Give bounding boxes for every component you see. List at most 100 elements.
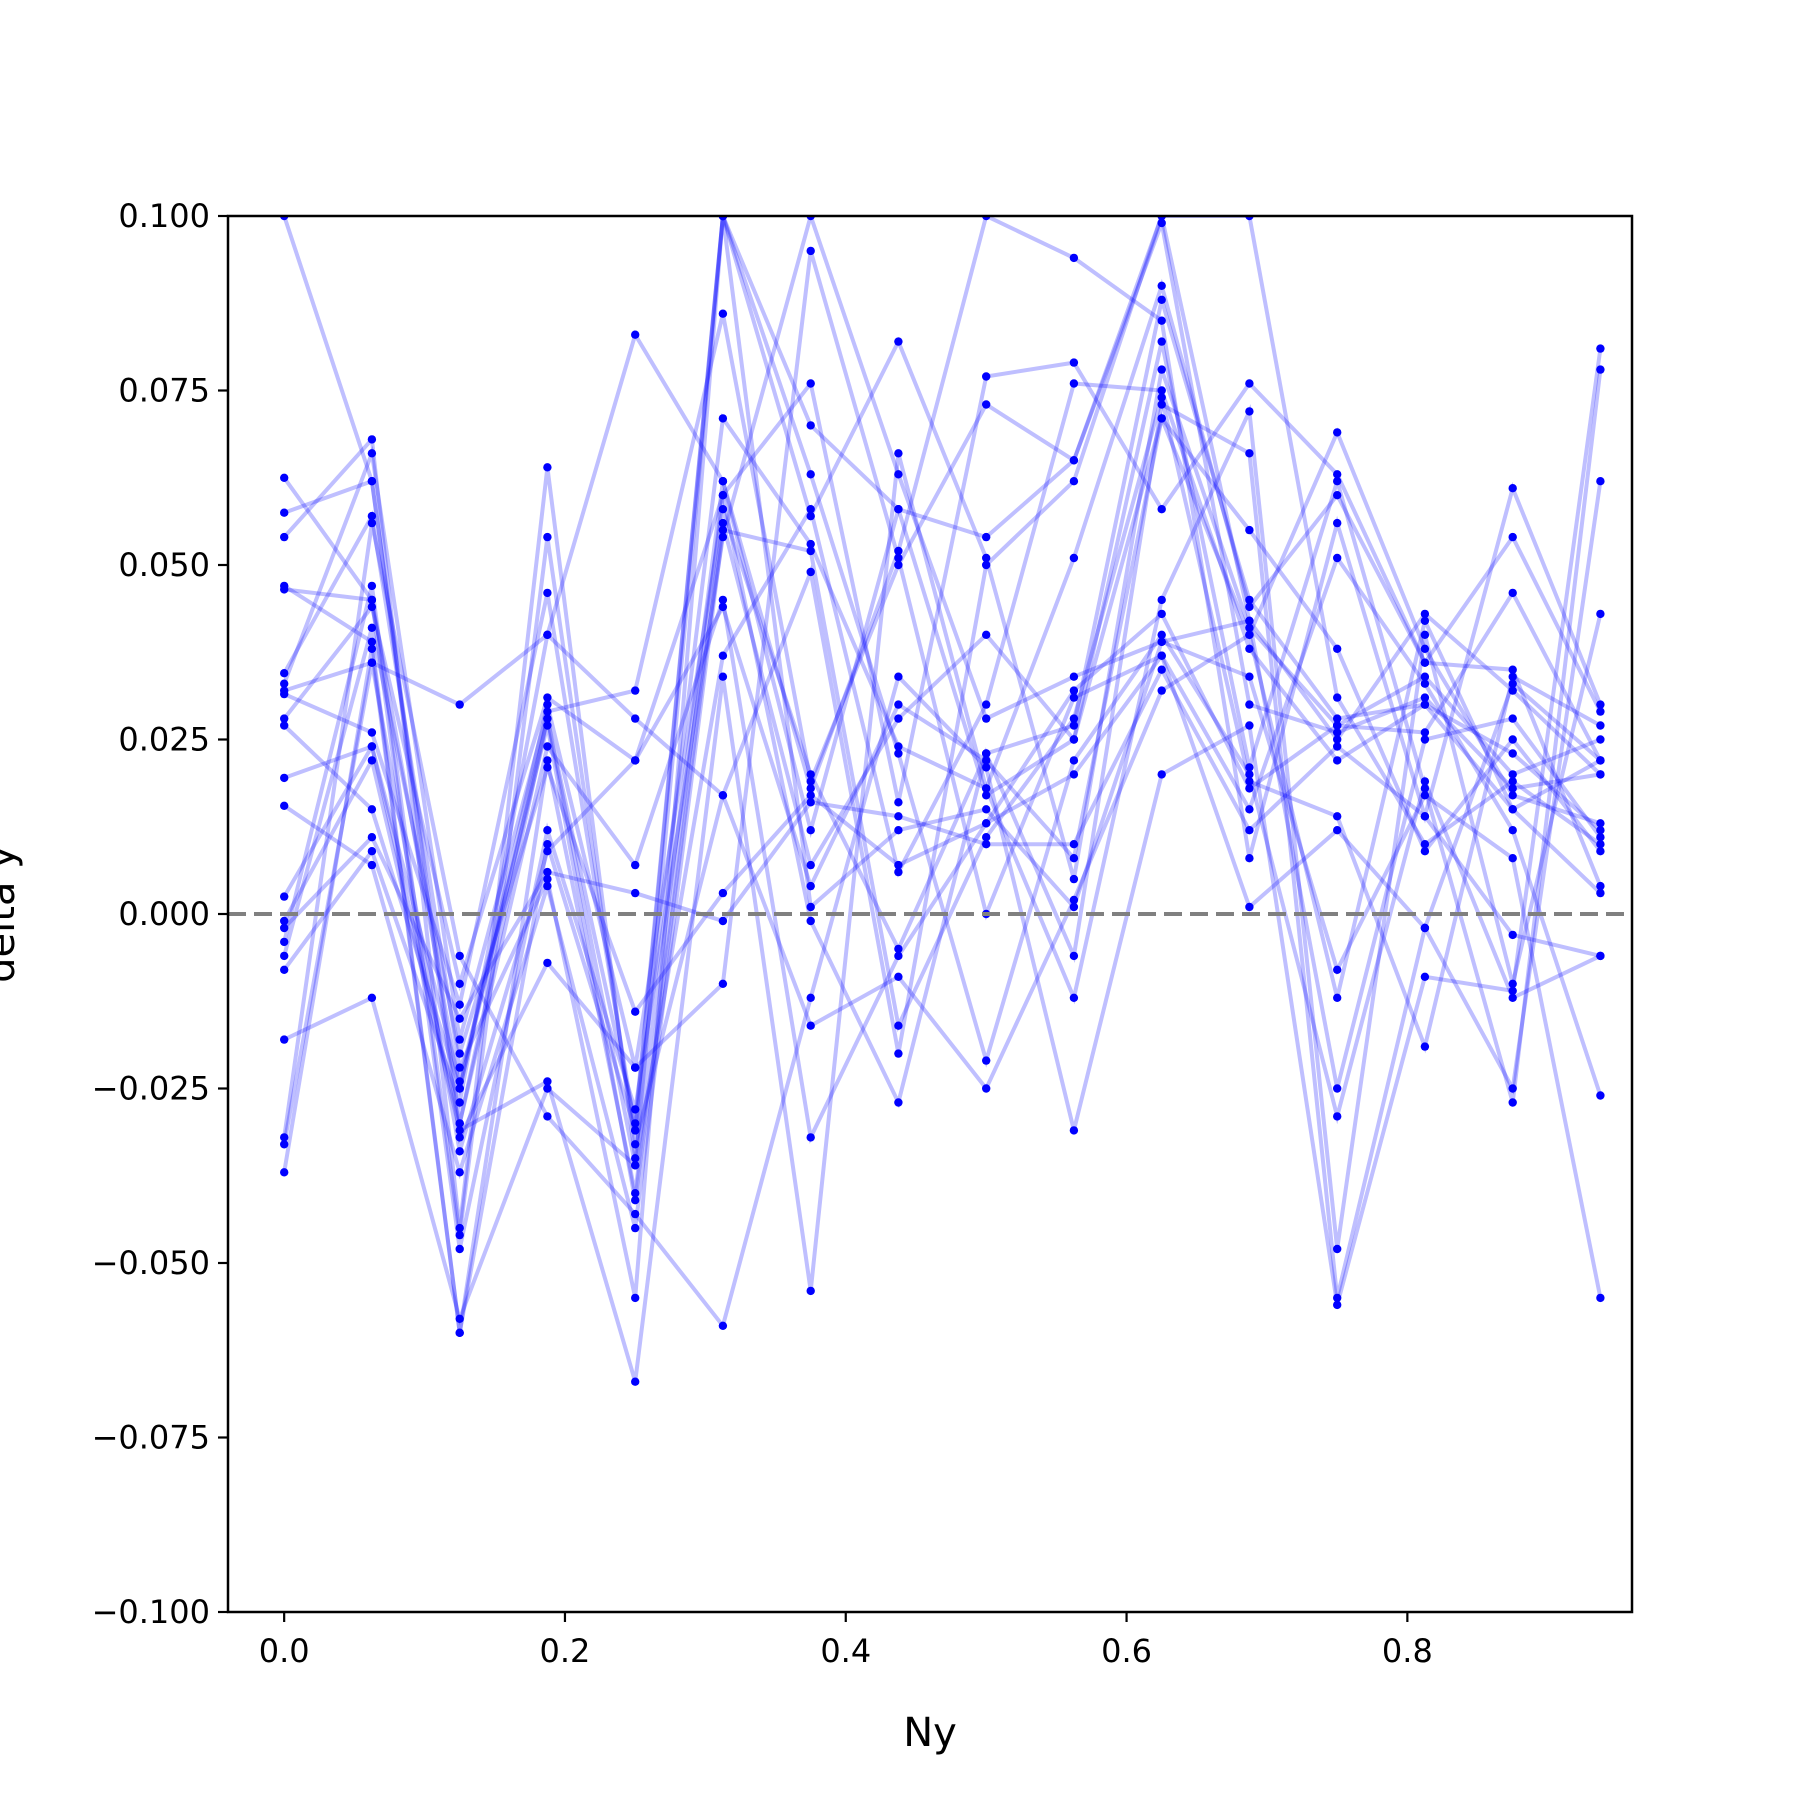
data-point bbox=[894, 749, 903, 758]
data-point bbox=[1420, 784, 1430, 793]
series-10 bbox=[280, 413, 1605, 992]
y-axis-label: delta y bbox=[0, 845, 24, 983]
data-point bbox=[1157, 365, 1166, 374]
data-point bbox=[1333, 1084, 1342, 1093]
data-point bbox=[1245, 805, 1254, 814]
data-point bbox=[1333, 742, 1342, 751]
data-point bbox=[455, 1014, 464, 1023]
data-point bbox=[894, 714, 903, 723]
data-point bbox=[982, 805, 991, 814]
data-point bbox=[455, 1000, 464, 1009]
data-point bbox=[631, 1140, 640, 1149]
data-point bbox=[1069, 874, 1079, 884]
data-point bbox=[280, 1035, 289, 1044]
data-point bbox=[1508, 979, 1517, 988]
data-point bbox=[280, 773, 289, 783]
data-point bbox=[631, 1293, 640, 1303]
data-point bbox=[1596, 847, 1605, 856]
data-point bbox=[1069, 854, 1079, 863]
data-point bbox=[1069, 756, 1079, 765]
data-point bbox=[543, 463, 552, 472]
data-point bbox=[1157, 337, 1166, 346]
series-22 bbox=[280, 400, 1605, 1303]
data-point bbox=[718, 532, 728, 542]
data-point bbox=[718, 651, 728, 660]
data-point bbox=[1245, 407, 1254, 416]
series-line bbox=[282, 216, 1602, 1229]
data-point bbox=[1333, 826, 1342, 835]
series-7 bbox=[280, 216, 1605, 1044]
data-point bbox=[367, 644, 377, 653]
data-point bbox=[1420, 972, 1430, 981]
data-point bbox=[806, 798, 815, 807]
data-point bbox=[718, 888, 728, 898]
data-point bbox=[1508, 588, 1517, 598]
data-point bbox=[543, 867, 552, 877]
data-point bbox=[280, 1133, 289, 1142]
data-point bbox=[1069, 714, 1079, 723]
data-point bbox=[894, 860, 903, 870]
series-17 bbox=[280, 216, 1605, 1240]
data-point bbox=[1420, 679, 1430, 688]
data-point bbox=[455, 700, 464, 709]
data-point bbox=[982, 819, 991, 828]
data-point bbox=[280, 892, 289, 901]
y-tick-label: −0.050 bbox=[92, 1244, 210, 1282]
series-line bbox=[282, 404, 1603, 1383]
data-point bbox=[1596, 700, 1605, 709]
x-tick-label: 0.2 bbox=[540, 1632, 591, 1670]
data-point bbox=[1069, 993, 1079, 1002]
data-point bbox=[1596, 344, 1605, 353]
data-point bbox=[894, 560, 903, 570]
data-point bbox=[1596, 888, 1605, 898]
series-18 bbox=[280, 588, 1605, 1058]
data-point bbox=[806, 246, 815, 256]
data-point bbox=[1508, 805, 1517, 814]
data-point bbox=[455, 1133, 464, 1142]
data-point bbox=[894, 672, 903, 681]
data-point bbox=[543, 532, 552, 542]
data-point bbox=[1420, 847, 1430, 856]
data-point bbox=[631, 1154, 640, 1163]
series-12 bbox=[280, 412, 1605, 1205]
data-point bbox=[543, 840, 552, 849]
data-point bbox=[1069, 477, 1079, 486]
data-point bbox=[455, 951, 464, 961]
data-point bbox=[1420, 777, 1430, 786]
data-point bbox=[367, 511, 377, 521]
data-point bbox=[894, 1049, 903, 1058]
data-point bbox=[1596, 840, 1605, 849]
data-point bbox=[1157, 665, 1166, 674]
data-point bbox=[367, 477, 377, 486]
data-point bbox=[1245, 623, 1254, 632]
data-point bbox=[1245, 595, 1254, 605]
data-point bbox=[280, 532, 289, 542]
data-point bbox=[1245, 379, 1254, 388]
data-point bbox=[1157, 414, 1166, 423]
data-point bbox=[718, 1321, 728, 1331]
data-point bbox=[1333, 470, 1342, 479]
data-point bbox=[982, 372, 991, 381]
data-point bbox=[280, 937, 289, 947]
series-line bbox=[283, 360, 1603, 1334]
data-point bbox=[1508, 679, 1517, 688]
data-point bbox=[1420, 658, 1430, 667]
data-point bbox=[1596, 609, 1605, 619]
data-point bbox=[455, 1077, 464, 1086]
data-point bbox=[1508, 1098, 1517, 1107]
data-point bbox=[367, 637, 377, 646]
data-point bbox=[280, 1168, 289, 1177]
data-point bbox=[806, 916, 815, 926]
data-point bbox=[982, 714, 991, 723]
data-point bbox=[806, 902, 815, 912]
data-point bbox=[280, 585, 289, 594]
series-line bbox=[283, 278, 1603, 1131]
data-point bbox=[1069, 840, 1079, 849]
data-point bbox=[718, 595, 728, 605]
data-point bbox=[455, 1098, 464, 1107]
data-point bbox=[455, 1223, 464, 1233]
series-line bbox=[282, 348, 1603, 1331]
data-point bbox=[280, 1140, 289, 1149]
data-point bbox=[1420, 693, 1430, 702]
